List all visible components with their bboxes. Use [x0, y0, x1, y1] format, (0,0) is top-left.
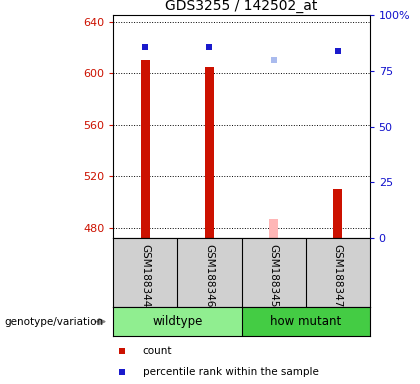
- Bar: [269, 219, 278, 238]
- Bar: [141, 60, 150, 238]
- Text: GSM188344: GSM188344: [140, 243, 150, 307]
- Text: percentile rank within the sample: percentile rank within the sample: [143, 367, 319, 377]
- Text: how mutant: how mutant: [270, 315, 341, 328]
- Bar: [205, 67, 214, 238]
- Text: count: count: [143, 346, 172, 356]
- Bar: [113, 307, 241, 336]
- Text: wildtype: wildtype: [152, 315, 202, 328]
- Text: genotype/variation: genotype/variation: [4, 316, 103, 327]
- Bar: [241, 307, 370, 336]
- Title: GDS3255 / 142502_at: GDS3255 / 142502_at: [165, 0, 318, 13]
- Text: GSM188347: GSM188347: [333, 243, 343, 307]
- Text: GSM188346: GSM188346: [205, 243, 215, 307]
- Text: GSM188345: GSM188345: [268, 243, 278, 307]
- Bar: [333, 189, 342, 238]
